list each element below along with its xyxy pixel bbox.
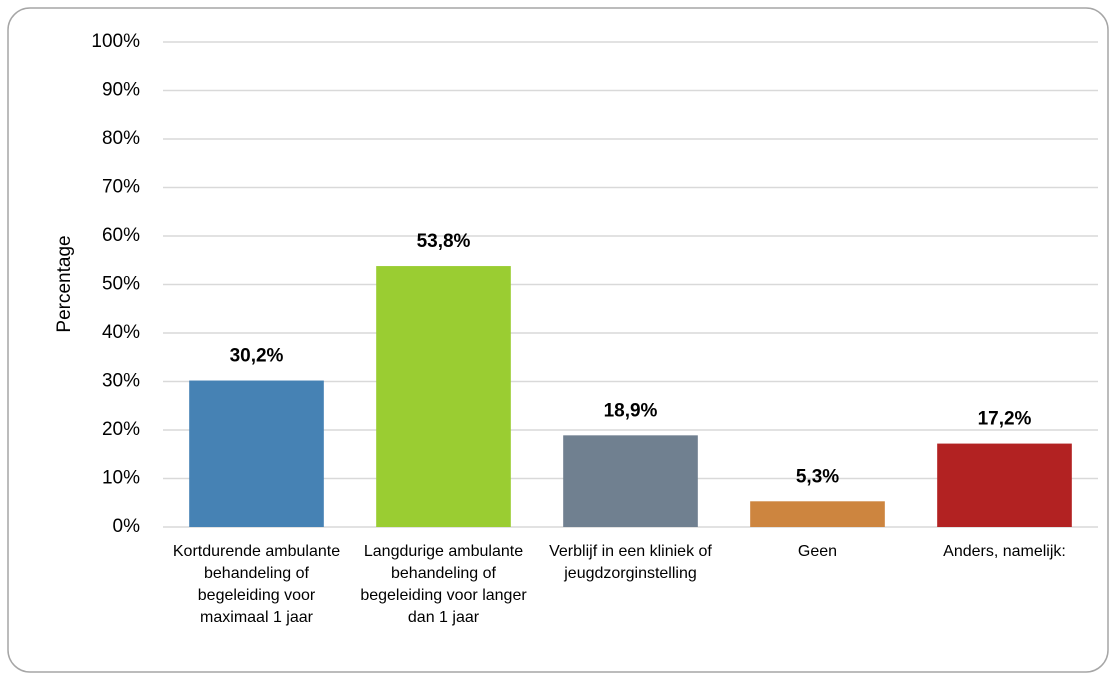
y-tick-label: 80% xyxy=(102,128,140,149)
bar xyxy=(937,443,1072,527)
y-tick-label: 30% xyxy=(102,371,140,392)
y-tick-label: 0% xyxy=(113,516,141,537)
bar xyxy=(376,266,511,527)
value-label: 18,9% xyxy=(604,400,658,421)
x-tick-label: Kortdurende ambulante behandeling of beg… xyxy=(172,543,341,626)
x-tick-label: Langdurige ambulante behandeling of bege… xyxy=(360,543,527,626)
bar xyxy=(563,435,698,527)
y-tick-label: 10% xyxy=(102,468,140,489)
value-label: 5,3% xyxy=(796,466,839,487)
x-tick-label: Anders, namelijk: xyxy=(943,543,1066,560)
x-tick-label: Geen xyxy=(797,543,838,560)
bar xyxy=(189,380,324,527)
value-label: 53,8% xyxy=(417,231,471,252)
y-tick-label: 60% xyxy=(102,225,140,246)
bar xyxy=(750,501,885,527)
y-tick-label: 100% xyxy=(91,31,140,52)
y-axis-label: Percentage xyxy=(54,235,75,332)
y-tick-label: 70% xyxy=(102,177,140,198)
y-tick-label: 40% xyxy=(102,322,140,343)
y-tick-label: 20% xyxy=(102,419,140,440)
y-tick-label: 90% xyxy=(102,80,140,101)
x-tick-label: Verblijf in een kliniek of jeugdzorginst… xyxy=(549,543,712,582)
y-tick-label: 50% xyxy=(102,274,140,295)
value-label: 30,2% xyxy=(230,346,284,367)
value-label: 17,2% xyxy=(978,409,1032,430)
